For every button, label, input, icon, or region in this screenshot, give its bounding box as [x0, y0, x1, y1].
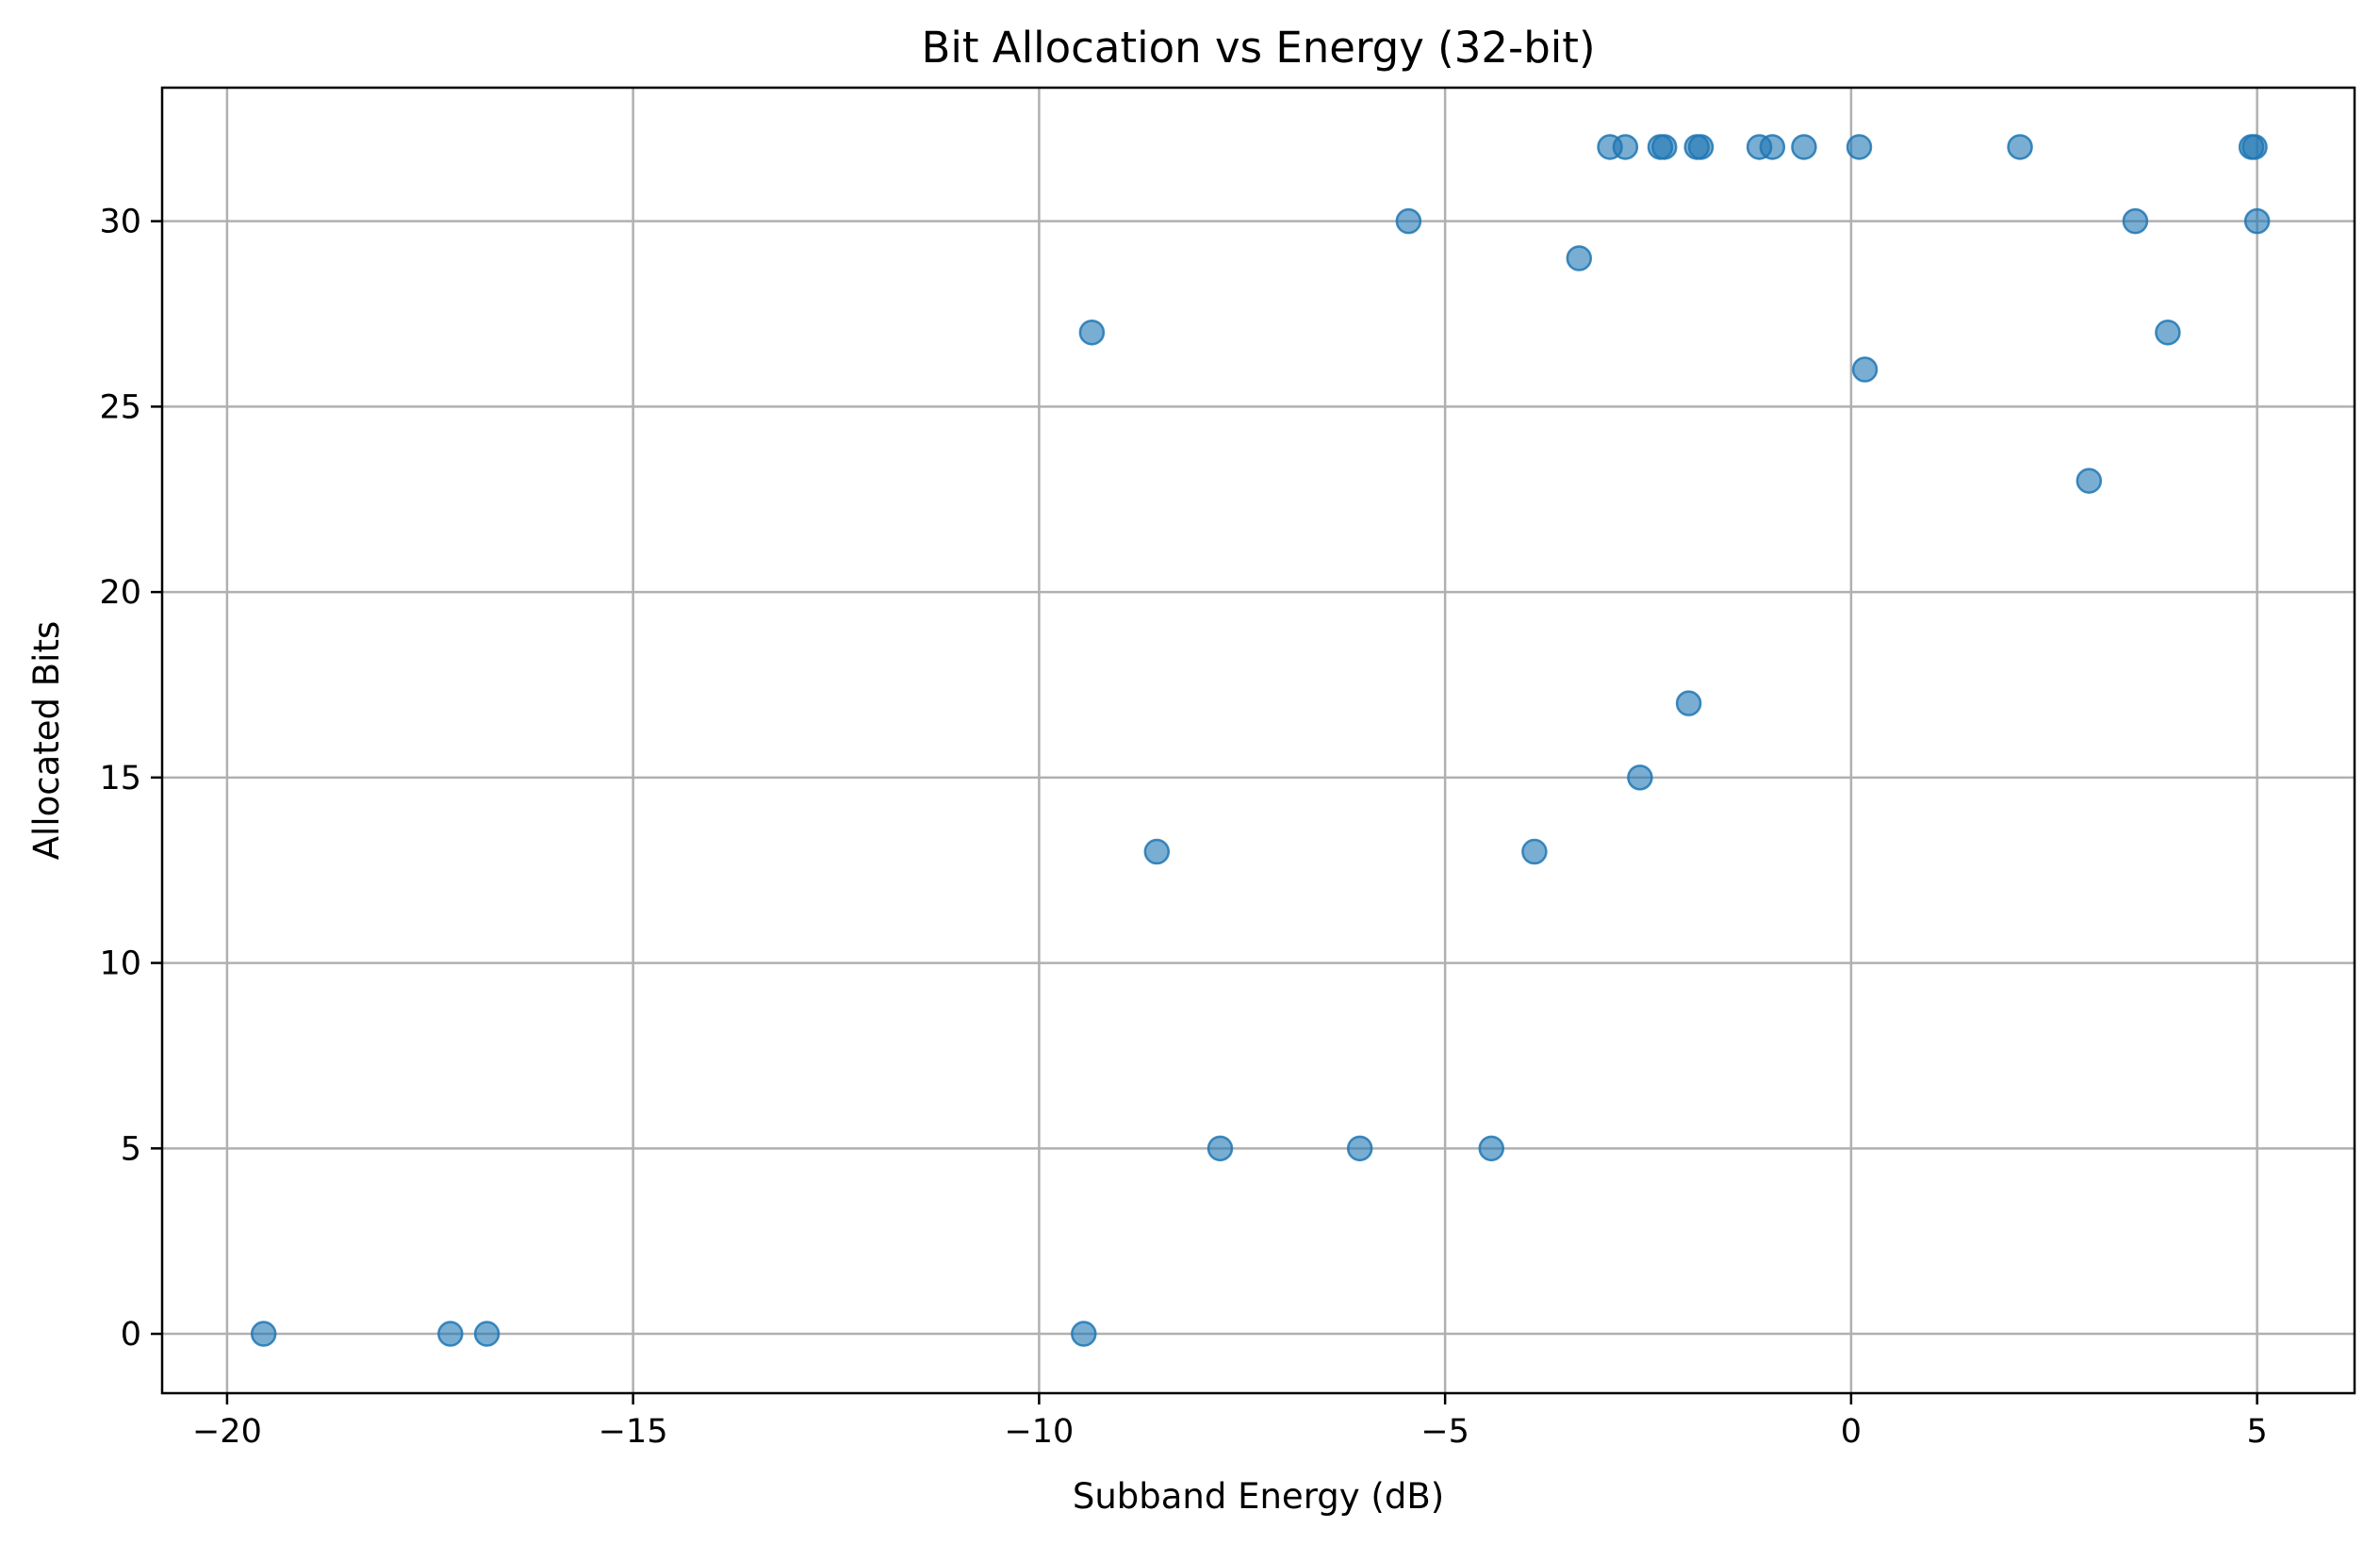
x-tick-label: 0: [1841, 1413, 1862, 1451]
data-point: [1566, 245, 1593, 271]
plot-frame: [160, 86, 2356, 1395]
data-point: [1478, 1135, 1504, 1162]
y-tick-label: 10: [99, 945, 141, 983]
data-point: [1650, 134, 1678, 160]
data-point: [2122, 207, 2149, 235]
data-point: [250, 1321, 277, 1347]
x-tick-label: −5: [1420, 1413, 1469, 1451]
x-axis-label: Subband Energy (dB): [1073, 1476, 1444, 1517]
grid-lines: [162, 88, 2355, 1393]
chart-title: Bit Allocation vs Energy (32-bit): [921, 23, 1595, 73]
data-point: [2007, 134, 2033, 160]
data-point: [1851, 356, 1879, 383]
data-point: [1395, 207, 1422, 235]
x-tick-label: 5: [2246, 1413, 2267, 1451]
data-point: [1143, 838, 1171, 865]
y-tick-label: 0: [121, 1316, 141, 1354]
data-point: [1791, 134, 1817, 160]
data-points: [250, 134, 2271, 1347]
data-point: [1206, 1135, 1234, 1162]
data-point: [2155, 319, 2181, 346]
data-point: [1078, 319, 1106, 346]
y-axis-label: Allocated Bits: [26, 621, 67, 861]
data-point: [1612, 134, 1639, 160]
y-tick-label: 20: [99, 574, 141, 612]
data-point: [2241, 134, 2268, 160]
data-point: [1071, 1321, 1097, 1347]
data-point: [1687, 134, 1715, 160]
y-tick-label: 30: [99, 204, 141, 241]
data-point: [1759, 134, 1786, 160]
data-point: [437, 1321, 464, 1347]
y-tick-label: 5: [121, 1130, 141, 1168]
data-point: [2076, 468, 2103, 494]
x-tick-label: −20: [192, 1413, 262, 1451]
y-tick-label: 15: [99, 760, 141, 797]
axis-ticks: −20 −15 −10 −5 0 5 0 5 10 15 20 25 30: [99, 204, 2267, 1451]
data-point: [2243, 207, 2271, 235]
data-point: [473, 1321, 501, 1347]
data-point: [1846, 134, 1873, 160]
y-tick-label: 25: [99, 388, 141, 426]
x-tick-label: −15: [599, 1413, 668, 1451]
data-point: [1675, 690, 1702, 716]
x-tick-label: −10: [1004, 1413, 1074, 1451]
data-point: [1346, 1135, 1373, 1162]
data-point: [1627, 764, 1653, 791]
data-point: [1521, 838, 1548, 865]
